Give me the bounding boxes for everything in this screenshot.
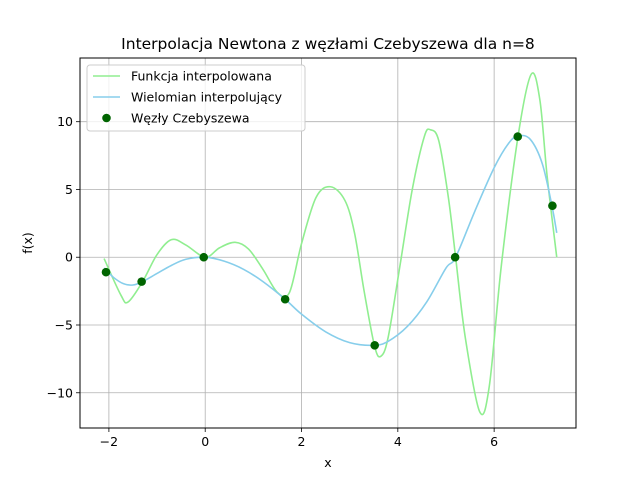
- x-tick-label: 0: [201, 434, 209, 449]
- y-tick-label: −10: [47, 385, 73, 400]
- x-axis-label: x: [324, 455, 331, 470]
- y-tick-label: −5: [55, 317, 73, 332]
- series-line-0: [103, 72, 558, 416]
- y-tick-label: 5: [65, 182, 73, 197]
- chart-title: Interpolacja Newtona z węzłami Czebyszew…: [121, 35, 535, 53]
- series-line-1: [103, 134, 558, 347]
- y-axis-label: f(x): [20, 232, 35, 254]
- legend-entry: Funkcja interpolowana: [93, 69, 272, 84]
- legend-box: [86, 64, 306, 132]
- y-tick-label: 0: [65, 250, 73, 265]
- y-tick-label: 10: [57, 114, 73, 129]
- data-point: [450, 252, 460, 262]
- legend-entry: Wielomian interpolujący: [93, 90, 283, 105]
- axes-frame: [79, 57, 577, 429]
- data-point: [137, 277, 146, 286]
- x-tick-label: 2: [298, 434, 306, 449]
- data-point: [370, 341, 380, 350]
- y-axis: −10 −5 0 5 10: [47, 114, 80, 400]
- legend: Funkcja interpolowana Wielomian interpolu…: [86, 64, 306, 132]
- data-point: [548, 201, 557, 211]
- x-axis: −2 0 2 4 6: [100, 428, 498, 449]
- data-point: [199, 252, 209, 262]
- legend-marker-swatch: [102, 113, 111, 123]
- data-point: [513, 132, 523, 141]
- legend-entry: Węzły Czebyszewa: [102, 111, 250, 126]
- legend-label: Funkcja interpolowana: [131, 69, 272, 84]
- x-tick-label: 4: [394, 434, 402, 449]
- data-point: [280, 294, 290, 304]
- legend-label: Węzły Czebyszewa: [131, 111, 250, 126]
- x-tick-label: 6: [490, 434, 498, 449]
- legend-label: Wielomian interpolujący: [131, 90, 283, 105]
- x-tick-label: −2: [100, 434, 118, 449]
- plot-area: [101, 72, 558, 416]
- data-point: [101, 267, 111, 277]
